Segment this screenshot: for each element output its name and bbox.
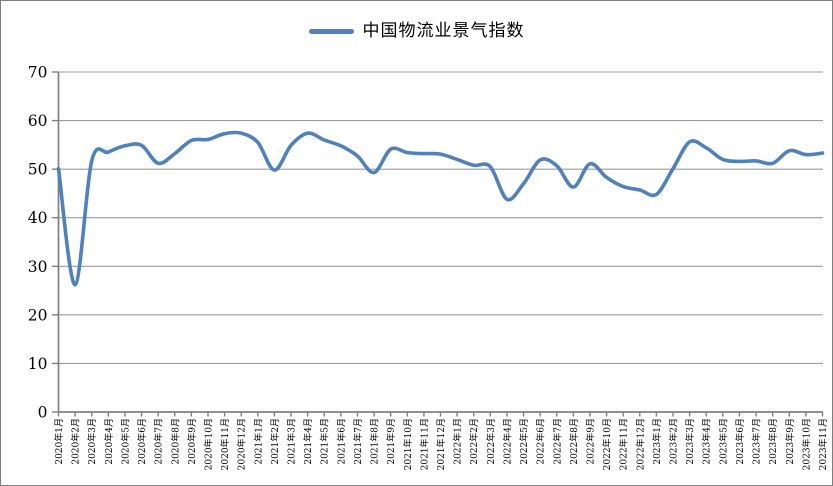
x-axis-tick-label: 2020年11月 bbox=[219, 418, 231, 470]
x-axis-tick-label: 2023年4月 bbox=[701, 418, 713, 465]
x-axis-tick-label: 2021年10月 bbox=[402, 418, 414, 470]
x-axis-tick-label: 2023年7月 bbox=[751, 418, 763, 465]
x-axis-tick-label: 2022年5月 bbox=[518, 418, 530, 465]
x-axis-tick-label: 2023年3月 bbox=[684, 418, 696, 465]
x-axis-tick-label: 2020年1月 bbox=[53, 418, 65, 465]
y-axis-tick-label: 0 bbox=[38, 404, 48, 422]
axis-ticks bbox=[52, 71, 824, 417]
x-axis-tick-label: 2021年8月 bbox=[369, 418, 381, 465]
x-axis-tick-label: 2022年1月 bbox=[452, 418, 464, 465]
x-axis-tick-label: 2023年1月 bbox=[651, 418, 663, 465]
x-axis-tick-label: 2021年6月 bbox=[335, 418, 347, 465]
x-axis-tick-label: 2022年11月 bbox=[618, 418, 630, 470]
x-axis-tick-label: 2021年2月 bbox=[269, 418, 281, 465]
x-axis-tick-label: 2023年11月 bbox=[817, 418, 829, 470]
y-axis-tick-label: 40 bbox=[28, 209, 48, 227]
x-axis-tick-label: 2021年5月 bbox=[319, 418, 331, 465]
x-axis-tick-label: 2020年6月 bbox=[136, 418, 148, 465]
x-axis-tick-label: 2021年4月 bbox=[302, 418, 314, 465]
x-axis-tick-label: 2022年6月 bbox=[535, 418, 547, 465]
x-axis-tick-label: 2022年8月 bbox=[568, 418, 580, 465]
x-axis-tick-label: 2020年10月 bbox=[202, 418, 214, 470]
axes bbox=[57, 72, 823, 413]
x-axis-tick-label: 2020年3月 bbox=[86, 418, 98, 465]
x-axis-tick-label: 2022年12月 bbox=[634, 418, 646, 470]
series-line-lpi bbox=[56, 130, 825, 287]
x-axis-tick-label: 2022年3月 bbox=[485, 418, 497, 465]
y-gridlines bbox=[58, 71, 823, 364]
x-axis-tick-label: 2023年9月 bbox=[784, 418, 796, 465]
x-axis-tick-label: 2023年2月 bbox=[668, 418, 680, 465]
x-axis-tick-label: 2021年12月 bbox=[435, 418, 447, 470]
x-axis-tick-label: 2023年8月 bbox=[767, 418, 779, 465]
x-axis-tick-label: 2020年7月 bbox=[153, 418, 165, 465]
x-axis-tick-label: 2020年9月 bbox=[186, 418, 198, 465]
x-axis-tick-label: 2022年9月 bbox=[584, 418, 596, 465]
x-axis-tick-label: 2022年10月 bbox=[601, 418, 613, 470]
y-axis-tick-label: 30 bbox=[28, 258, 48, 276]
y-axis-tick-label: 70 bbox=[28, 64, 48, 82]
x-axis-tick-label: 2021年7月 bbox=[352, 418, 364, 465]
x-axis-tick-label: 2020年8月 bbox=[169, 418, 181, 465]
x-axis-tick-label: 2020年4月 bbox=[103, 418, 115, 465]
x-axis-tick-label: 2021年3月 bbox=[286, 418, 298, 465]
x-axis-tick-label: 2020年12月 bbox=[236, 418, 248, 470]
y-axis-tick-label: 20 bbox=[28, 306, 48, 324]
x-axis-tick-label: 2021年1月 bbox=[252, 418, 264, 465]
x-axis-tick-label: 2023年5月 bbox=[717, 418, 729, 465]
y-axis-labels: 0 10 20 30 40 50 60 70 bbox=[28, 64, 48, 422]
x-axis-tick-label: 2020年5月 bbox=[119, 418, 131, 465]
x-axis-tick-label: 2023年10月 bbox=[800, 418, 812, 470]
x-axis-tick-label: 2022年7月 bbox=[551, 418, 563, 465]
x-axis-tick-label: 2021年9月 bbox=[385, 418, 397, 465]
y-axis-tick-label: 10 bbox=[28, 355, 48, 373]
x-axis-labels: 2020年1月 2020年2月 2020年3月 2020年4月 2020年5月 2020年… bbox=[53, 418, 829, 470]
x-axis-tick-label: 2021年11月 bbox=[418, 418, 430, 470]
y-axis-tick-label: 60 bbox=[28, 112, 48, 130]
x-axis-tick-label: 2022年4月 bbox=[501, 418, 513, 465]
x-axis-tick-label: 2023年6月 bbox=[734, 418, 746, 465]
y-axis-tick-label: 50 bbox=[28, 161, 48, 179]
x-axis-tick-label: 2020年2月 bbox=[70, 418, 82, 465]
x-axis-tick-label: 2022年2月 bbox=[468, 418, 480, 465]
